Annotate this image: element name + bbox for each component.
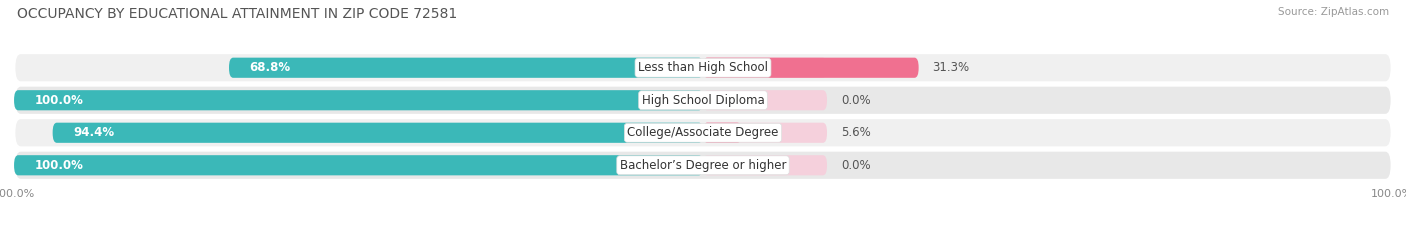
FancyBboxPatch shape — [703, 155, 827, 175]
FancyBboxPatch shape — [703, 90, 827, 110]
FancyBboxPatch shape — [14, 118, 1392, 147]
FancyBboxPatch shape — [229, 58, 703, 78]
FancyBboxPatch shape — [52, 123, 703, 143]
Text: College/Associate Degree: College/Associate Degree — [627, 126, 779, 139]
FancyBboxPatch shape — [703, 58, 918, 78]
FancyBboxPatch shape — [703, 123, 741, 143]
FancyBboxPatch shape — [703, 58, 827, 78]
FancyBboxPatch shape — [14, 155, 703, 175]
Text: 0.0%: 0.0% — [841, 94, 870, 107]
Text: 31.3%: 31.3% — [932, 61, 970, 74]
FancyBboxPatch shape — [14, 86, 1392, 115]
Text: 5.6%: 5.6% — [841, 126, 870, 139]
Text: 94.4%: 94.4% — [73, 126, 114, 139]
Text: 100.0%: 100.0% — [35, 159, 83, 172]
FancyBboxPatch shape — [14, 53, 1392, 82]
Text: Bachelor’s Degree or higher: Bachelor’s Degree or higher — [620, 159, 786, 172]
Text: 68.8%: 68.8% — [250, 61, 291, 74]
FancyBboxPatch shape — [703, 123, 827, 143]
Text: OCCUPANCY BY EDUCATIONAL ATTAINMENT IN ZIP CODE 72581: OCCUPANCY BY EDUCATIONAL ATTAINMENT IN Z… — [17, 7, 457, 21]
Text: 100.0%: 100.0% — [35, 94, 83, 107]
FancyBboxPatch shape — [14, 90, 703, 110]
Text: 0.0%: 0.0% — [841, 159, 870, 172]
Text: Source: ZipAtlas.com: Source: ZipAtlas.com — [1278, 7, 1389, 17]
Text: High School Diploma: High School Diploma — [641, 94, 765, 107]
Text: Less than High School: Less than High School — [638, 61, 768, 74]
FancyBboxPatch shape — [14, 151, 1392, 180]
